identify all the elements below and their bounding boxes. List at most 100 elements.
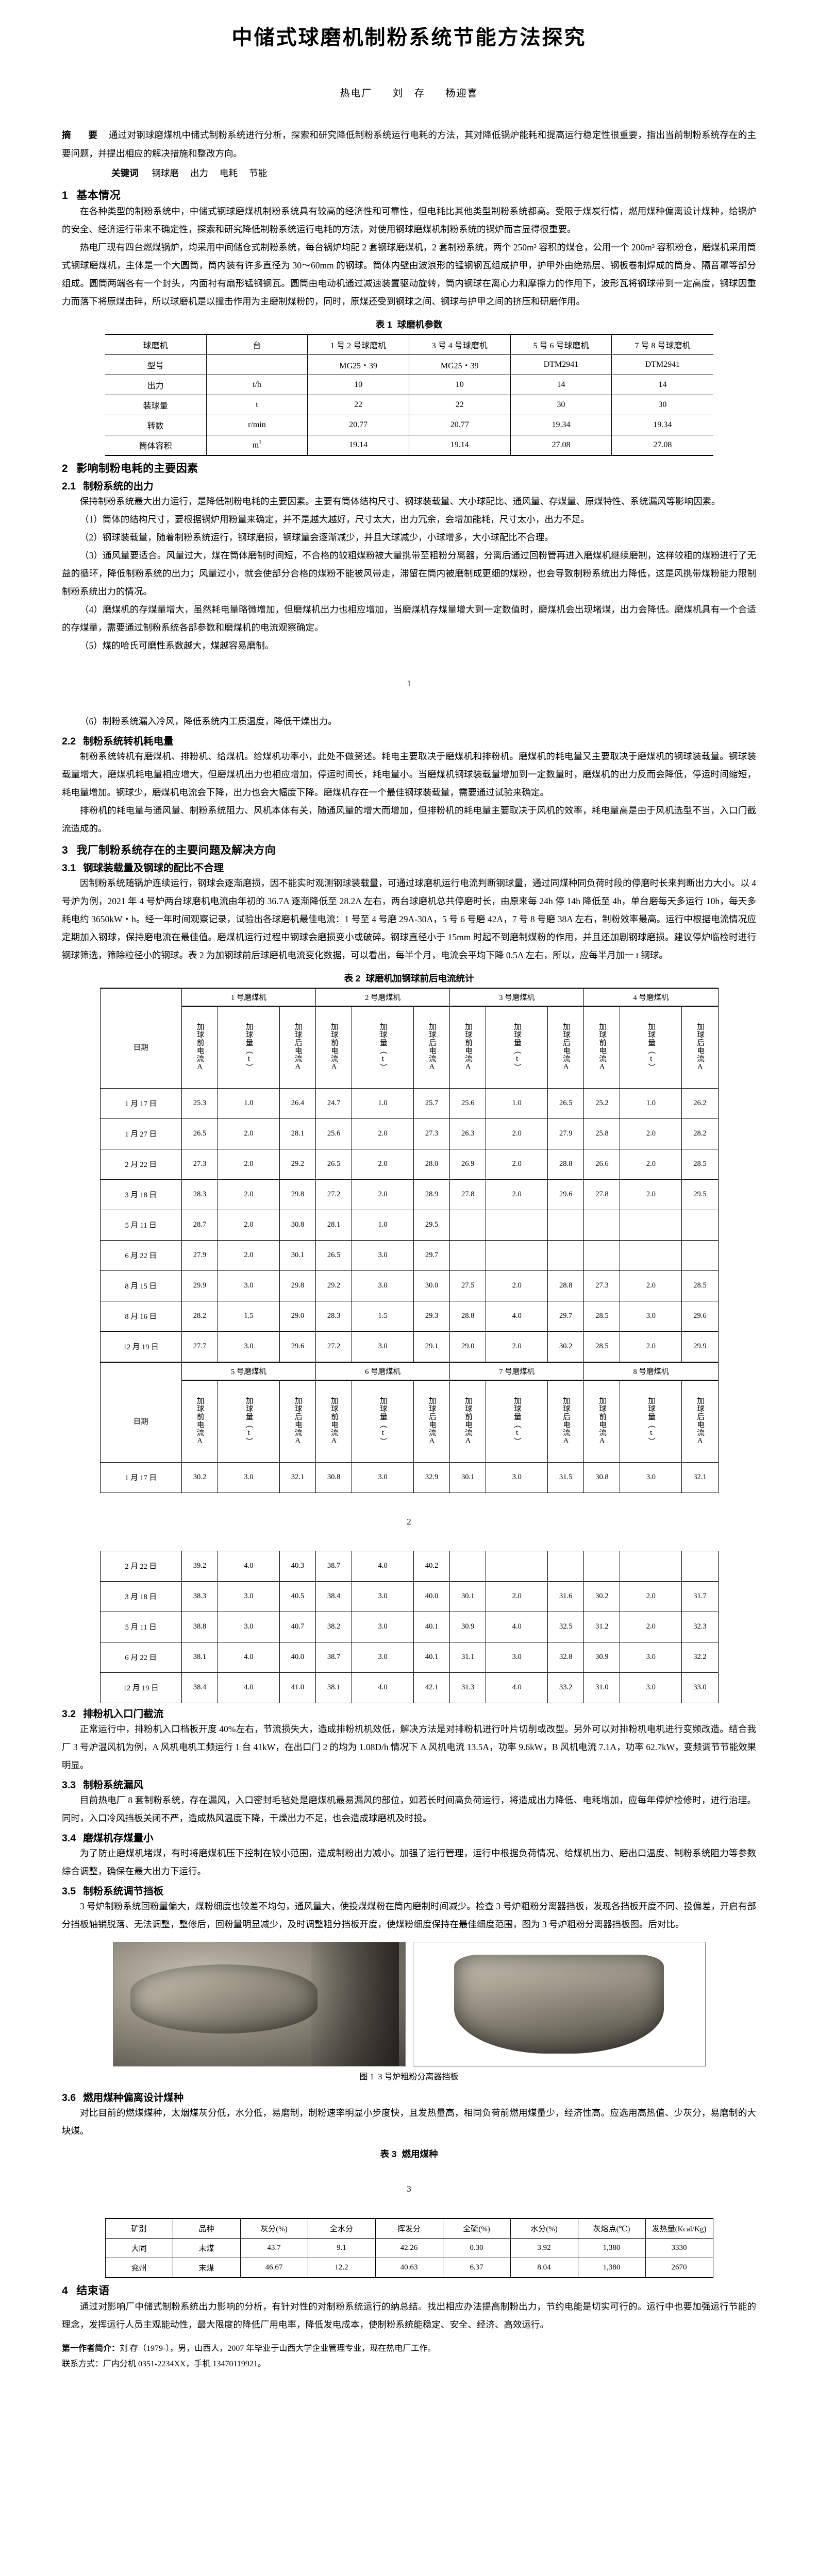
table-row: 出力 t/h 10 10 14 14 (105, 375, 713, 395)
section-heading-2: 2 影响制粉电耗的主要因素 (62, 460, 756, 476)
table-ball-mill-parameters: 球磨机台 1 号 2 号球磨机 3 号 4 号球磨机 5 号 6 号球磨机 7 号 8 … (105, 333, 713, 456)
table-1-data-cell: 22 (408, 395, 511, 415)
subsection-heading-3-5: 3.5 制粉系统调节挡板 (62, 1883, 756, 1897)
table-2-data-cell: 38.4 (181, 1672, 218, 1703)
table-1-row-label: 转数 (105, 415, 207, 435)
subsection-number-3-1: 3.1 (62, 862, 76, 874)
table-2-data-cell: 29.6 (547, 1179, 585, 1210)
figure-1-title: 3 号炉粗粉分离器挡板 (378, 2072, 459, 2081)
keywords-label: 关键词 (111, 167, 139, 178)
subsection-title-3-6: 燃用煤种偏离设计煤种 (83, 2092, 184, 2104)
table-2-data-cell: 38.1 (315, 1672, 353, 1703)
table-1-header-cell: 球磨机 (105, 333, 207, 355)
table-2-data-cell: 2.0 (620, 1611, 682, 1642)
table-2-data-cell: 28.0 (413, 1148, 450, 1180)
table-2-data-cell: 25.7 (413, 1088, 450, 1119)
affiliation: 热电厂 (340, 88, 373, 99)
table-2-data-cell: 1.5 (217, 1300, 280, 1332)
table-2-data-cell (583, 1209, 621, 1241)
table-2-data-cell (547, 1550, 585, 1582)
subsection-title-3-4: 磨煤机存煤量小 (83, 1832, 154, 1844)
table-2-data-cell: 3.0 (352, 1331, 414, 1363)
table-2-data-cell: 3.0 (352, 1240, 414, 1271)
table-2-data-cell: 29.0 (449, 1331, 487, 1363)
section-heading-4: 4 结束语 (62, 2282, 756, 2298)
figure-1-caption: 图 1 3 号炉粗粉分离器挡板 (62, 2070, 756, 2082)
table-row: 5 月 11 日 28.7 2.0 30.8 28.1 1.0 29.5 (99, 1209, 719, 1241)
table-2-data-cell: 3.0 (486, 1641, 548, 1673)
section-3-paragraph-2: 正常运行中，排粉机入口档板开度 40%左右，节流损失大，造成排粉机机效低，解决方… (62, 1723, 756, 1770)
keyword-0: 钢球磨 (152, 167, 179, 178)
table-2-data-cell: 26.5 (181, 1118, 218, 1149)
table-row: 兖州 末煤 46.67 12.2 40.63 6.37 8.04 1,380 2670 (105, 2257, 713, 2278)
table-2-data-cell (681, 1240, 719, 1271)
table-1-header-cell: 3 号 4 号球磨机 (408, 333, 511, 355)
subsection-title-3-3: 制粉系统漏风 (83, 1779, 144, 1791)
figure-photo-right (412, 1941, 706, 2066)
table-1-unit-cell: t/h (206, 375, 308, 395)
table-1-data-cell: MG25・39 (408, 354, 511, 375)
table-3-data-cell: 42.26 (375, 2238, 443, 2258)
table-3-caption: 表 3 燃用煤种 (62, 2147, 756, 2160)
table-2-sub-header: 加球量（t） (486, 1006, 548, 1089)
table-2-data-cell (583, 1240, 621, 1271)
table-row: 1 月 17 日 30.2 3.0 32.1 30.8 3.0 32.9 30.1 3.0 31.… (99, 1462, 719, 1493)
table-2-data-cell: 2.0 (486, 1331, 548, 1363)
table-2-data-cell: 40.1 (413, 1611, 450, 1642)
table-2-sub-header: 加球后电流A (681, 1006, 719, 1089)
subsection-number-3-5: 3.5 (62, 1885, 76, 1897)
table-3-title: 燃用煤种 (402, 2148, 438, 2159)
table-row: 转数 r/min 20.77 20.77 19.34 19.34 (105, 415, 713, 435)
page-title: 中储式球磨机制粉系统节能方法探究 (231, 26, 587, 49)
table-2-data-cell (449, 1209, 487, 1241)
table-2-data-cell: 29.9 (181, 1270, 218, 1301)
table-2-data-cell (547, 1240, 585, 1271)
table-1-row-label: 装球量 (105, 395, 207, 415)
table-1-caption: 表 1 球磨机参数 (62, 318, 756, 331)
table-row: 球磨机台 1 号 2 号球磨机 3 号 4 号球磨机 5 号 6 号球磨机 7 号 8 … (105, 333, 713, 355)
section-3-paragraph-6: 对比目前的燃煤煤种，太烟煤灰分低，水分低，易磨制，制粉速率明显小步度快，且发热量… (62, 2107, 756, 2136)
table-3-header-cell: 全硫(%) (442, 2217, 511, 2239)
table-2-data-cell: 26.9 (449, 1148, 487, 1180)
table-2-sub-header: 加球量（t） (217, 1380, 280, 1463)
subsection-number-3-4: 3.4 (62, 1832, 76, 1844)
figure-1-number: 图 1 (359, 2072, 374, 2081)
table-3-data-cell: 6.37 (442, 2257, 511, 2278)
table-2-data-cell: 28.2 (681, 1118, 719, 1149)
table-2-date-cell: 5 月 11 日 (99, 1209, 182, 1241)
section-title-3: 我厂制粉系统存在的主要问题及解决方向 (76, 844, 276, 856)
table-2-mill-header: 5 号磨煤机 (181, 1361, 316, 1381)
table-2-date-cell: 12 月 19 日 (99, 1331, 182, 1363)
document-page: 中储式球磨机制粉系统节能方法探究 热电厂 刘 存 杨迎喜 摘 要通过对钢球磨煤机… (62, 26, 756, 2368)
table-2-data-cell: 27.8 (583, 1179, 621, 1210)
table-coal-types: 矿别 品种 灰分(%) 全水分 挥发分 全硫(%) 水分(%) 灰熔点(℃) 发热量(Kcal/… (105, 2217, 713, 2278)
table-2-data-cell: 33.0 (681, 1672, 719, 1703)
table-mill-current-statistics: 1 号磨煤机 2 号磨煤机 3 号磨煤机 4 号磨煤机 日期 加球前电流A 加球量（t） 加球… (99, 987, 719, 1493)
table-2-data-cell: 4.0 (486, 1300, 548, 1332)
table-2-date-cell: 3 月 18 日 (99, 1179, 182, 1210)
table-row: 型号 MG25・39 MG25・39 DTM2941 DTM2941 (105, 354, 713, 375)
table-2-data-cell: 25.2 (583, 1088, 621, 1119)
page-number-2: 2 (407, 1516, 411, 1527)
section-2-item-6: （6）制粉系统漏入冷风，降低系统内工质温度，降低干燥出力。 (80, 716, 337, 726)
author-name-1: 刘 存 (392, 88, 425, 99)
table-2-data-cell: 32.3 (681, 1611, 719, 1642)
table-2-data-cell: 4.0 (486, 1611, 548, 1642)
table-2-data-cell: 28.2 (181, 1300, 218, 1332)
table-2-data-cell: 38.8 (181, 1611, 218, 1642)
table-row: 8 月 15 日 29.9 3.0 29.8 29.2 3.0 30.0 27.5 2.0 28.… (99, 1270, 719, 1301)
table-2-sub-header: 加球量（t） (620, 1006, 682, 1089)
table-2-data-cell (681, 1550, 719, 1582)
table-2-data-cell: 25.6 (315, 1118, 353, 1149)
table-2-data-cell: 2.0 (217, 1118, 280, 1149)
table-2-data-cell (620, 1550, 682, 1582)
table-2-data-cell: 26.6 (583, 1148, 621, 1180)
table-2-data-cell: 3.0 (217, 1581, 280, 1612)
abstract: 摘 要通过对钢球磨煤机中储式制粉系统进行分析，探索和研究降低制粉系统运行电耗的方… (62, 126, 756, 163)
table-2-sub-header: 加球后电流A (547, 1380, 585, 1463)
table-2-data-cell: 30.2 (583, 1581, 621, 1612)
table-2-data-cell: 25.3 (181, 1088, 218, 1119)
table-2-sub-header: 加球量（t） (217, 1006, 280, 1089)
section-title-2: 影响制粉电耗的主要因素 (76, 462, 198, 474)
table-3-header-cell: 全水分 (307, 2217, 376, 2239)
